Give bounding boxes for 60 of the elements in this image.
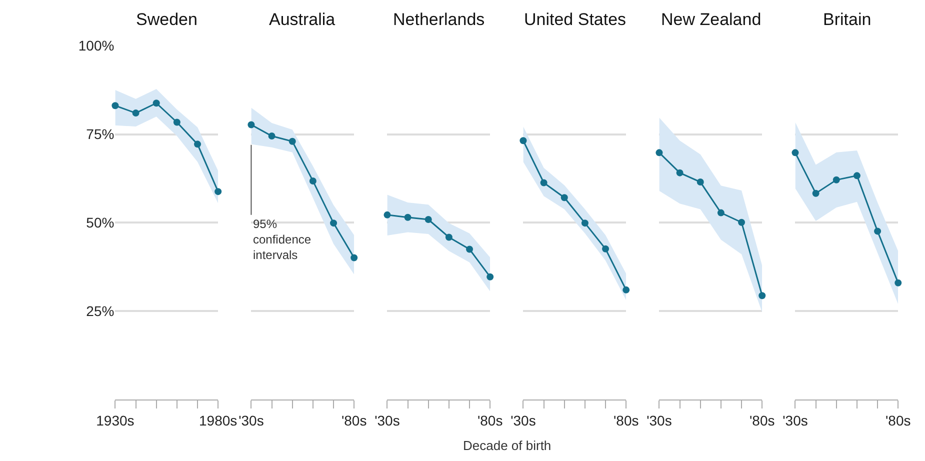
x-tick-label: '30s xyxy=(646,412,672,428)
y-tick-label: 25% xyxy=(86,303,114,320)
text: Decade of birth xyxy=(463,438,552,453)
chart-title: New Zealand xyxy=(661,10,762,29)
chart-title: Australia xyxy=(269,10,336,29)
point xyxy=(540,179,548,186)
chart-title: Britain xyxy=(823,10,872,29)
x-tick-label: '80s xyxy=(749,412,775,428)
point xyxy=(832,176,840,184)
point xyxy=(466,246,474,253)
y-tick-label: 75% xyxy=(86,126,114,142)
x-tick-label: '80s xyxy=(613,412,639,428)
point xyxy=(112,102,119,110)
point xyxy=(581,220,588,227)
point xyxy=(738,218,746,226)
point xyxy=(717,209,724,216)
point xyxy=(404,214,412,221)
y-tick-label: 100% xyxy=(78,38,114,54)
point xyxy=(288,138,296,145)
point xyxy=(560,194,568,202)
chart-title: Netherlands xyxy=(393,10,485,29)
point xyxy=(486,273,494,280)
point xyxy=(309,177,316,184)
point xyxy=(132,110,140,117)
point xyxy=(214,188,222,196)
point xyxy=(602,245,610,252)
point xyxy=(424,216,432,224)
x-tick-label: '30s xyxy=(782,412,808,428)
point xyxy=(350,254,358,262)
chart-title: United States xyxy=(524,10,626,29)
point xyxy=(152,100,160,107)
x-tick-label: '30s xyxy=(374,412,400,428)
point xyxy=(676,169,684,176)
point xyxy=(853,172,860,180)
point xyxy=(874,228,882,235)
x-tick-label: '30s xyxy=(238,412,264,428)
point xyxy=(445,234,452,241)
x-tick-label: '80s xyxy=(477,412,503,428)
point xyxy=(894,279,902,286)
annotation: 95% confidence intervals xyxy=(253,217,312,262)
point xyxy=(268,132,276,140)
point xyxy=(194,140,202,148)
point xyxy=(696,178,704,186)
chart-title: Sweden xyxy=(136,10,198,29)
point xyxy=(792,149,799,156)
x-tick-label: 1980s xyxy=(199,412,238,428)
x-tick-label: '80s xyxy=(341,412,367,428)
point xyxy=(758,292,766,300)
point xyxy=(520,137,527,144)
x-tick-label: '80s xyxy=(886,412,911,428)
point xyxy=(384,211,391,218)
x-tick-label: '30s xyxy=(510,412,536,428)
y-tick-label: 50% xyxy=(86,214,114,231)
point xyxy=(173,118,180,126)
x-tick-label: 1930s xyxy=(96,412,134,428)
point xyxy=(248,121,255,128)
point xyxy=(330,220,338,227)
point xyxy=(812,190,820,197)
point xyxy=(622,286,630,294)
point xyxy=(656,149,663,156)
